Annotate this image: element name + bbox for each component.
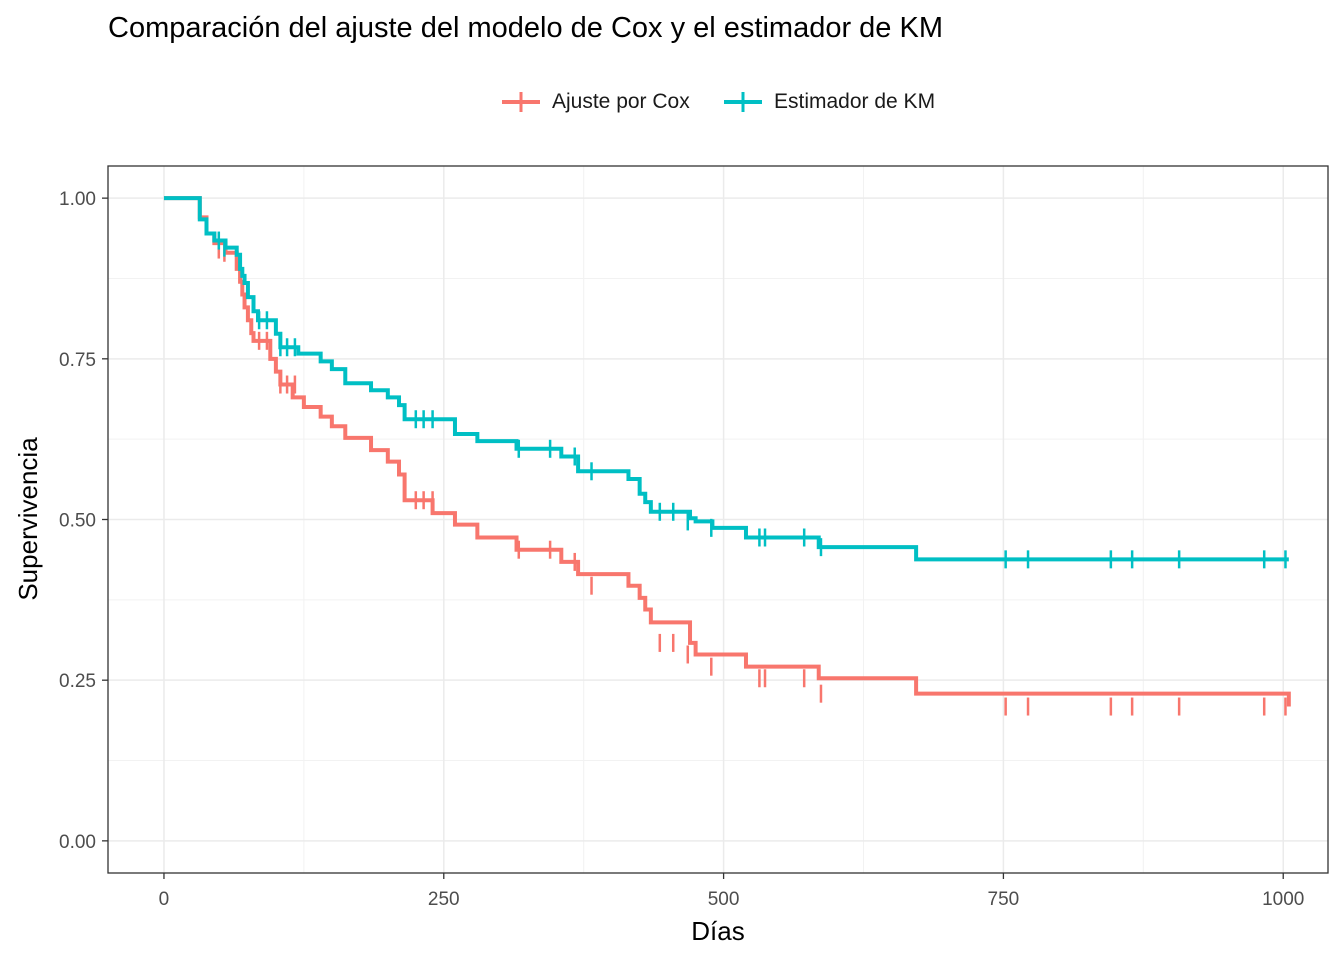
legend-label-km: Estimador de KM xyxy=(774,90,936,113)
y-tick-label: 0.00 xyxy=(59,832,96,853)
y-tick-label: 1.00 xyxy=(59,189,96,210)
legend-key-km-icon xyxy=(724,92,762,112)
x-tick-label: 250 xyxy=(428,889,460,910)
x-tick-label: 500 xyxy=(708,889,740,910)
ticks-layer: 0 250 500 750 1000 0.00 0.25 0.50 0.75 1.00 xyxy=(59,189,1304,910)
chart-title: Comparación del ajuste del modelo de Cox… xyxy=(108,12,943,44)
x-tick-label: 0 xyxy=(159,889,170,910)
legend-item-cox: Ajuste por Cox xyxy=(500,86,690,118)
series-layer xyxy=(163,196,1291,716)
y-tick-label: 0.75 xyxy=(59,350,96,371)
x-tick-label: 1000 xyxy=(1262,889,1304,910)
legend-key-cox-icon xyxy=(502,92,540,112)
legend-item-km: Estimador de KM xyxy=(722,86,935,118)
grid-major xyxy=(108,166,1328,873)
legend: Ajuste por Cox Estimador de KM xyxy=(0,86,1344,118)
x-axis-title: Días xyxy=(691,916,744,946)
y-axis-title: Supervivencia xyxy=(13,437,43,601)
x-tick-label: 750 xyxy=(988,889,1020,910)
y-tick-label: 0.25 xyxy=(59,671,96,692)
y-tick-label: 0.50 xyxy=(59,511,96,532)
legend-label-cox: Ajuste por Cox xyxy=(552,90,690,113)
series-line-cox xyxy=(163,196,1291,707)
series-line-km xyxy=(163,196,1289,562)
